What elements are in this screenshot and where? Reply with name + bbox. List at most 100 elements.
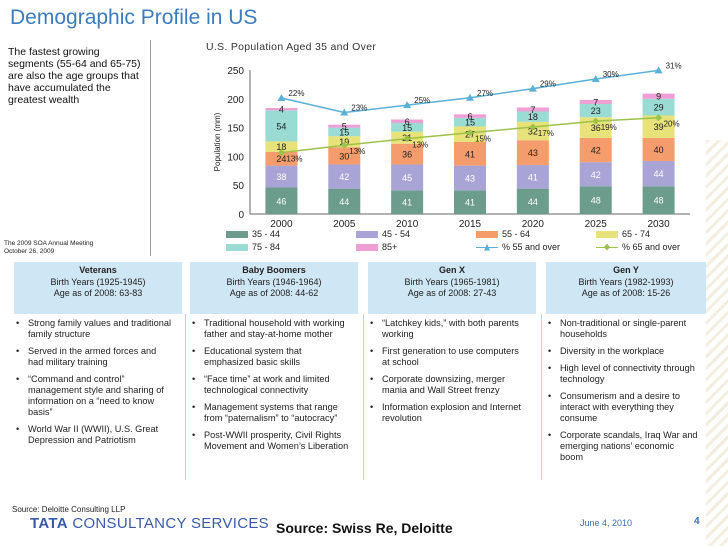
bar-value-label: 42	[591, 170, 601, 180]
generation-name: Gen Y	[613, 265, 639, 275]
generation-header: Baby Boomers Birth Years (1946-1964) Age a…	[190, 262, 358, 314]
bar-value-label: 4	[279, 105, 284, 115]
bar-segment	[579, 162, 612, 187]
decorative-pattern	[706, 140, 728, 546]
line-percent-label: 31%	[666, 61, 682, 70]
generation-name: Veterans	[79, 265, 117, 275]
y-tick-label: 0	[238, 210, 244, 221]
legend-item: 85+	[356, 241, 397, 254]
bar-value-label: 30	[339, 151, 349, 161]
bar-value-label: 41	[465, 198, 475, 208]
bar-segment	[579, 137, 612, 163]
side-note: The fastest growing segments (55-64 and …	[8, 46, 141, 106]
bar-value-label: 9	[656, 92, 661, 102]
trait-item: Post-WWII prosperity, Civil Rights Movem…	[190, 430, 350, 452]
trait-item: Traditional household with working fathe…	[190, 318, 350, 340]
line-marker-triangle	[466, 93, 474, 101]
trait-item: “Face time” at work and limited technolo…	[190, 374, 350, 396]
bar-value-label: 6	[467, 112, 472, 122]
legend-label: 65 - 74	[622, 229, 651, 239]
line-percent-label: 27%	[477, 89, 493, 98]
legend-swatch	[476, 231, 498, 239]
bar-segment	[328, 127, 361, 137]
line-marker-diamond	[466, 129, 474, 137]
company-logo: TATA CONSULTANCY SERVICES	[30, 515, 269, 532]
bar-value-label: 54	[276, 121, 286, 131]
line-percent-label: 29%	[540, 80, 556, 89]
line-marker-diamond	[592, 117, 600, 125]
generation-age: Age as of 2008: 27-43	[407, 288, 497, 298]
generation-birth-years: Birth Years (1982-1993)	[578, 276, 674, 287]
trait-item: World War II (WWII), U.S. Great Depressi…	[14, 424, 174, 446]
bar-value-label: 46	[276, 196, 286, 206]
bar-value-label: 18	[528, 112, 538, 122]
line-percent-label: 25%	[414, 96, 430, 105]
y-tick-label: 200	[227, 95, 244, 106]
legend-label: 85+	[382, 242, 398, 252]
line-marker-triangle	[591, 74, 600, 82]
legend-swatch	[596, 231, 618, 239]
bar-value-label: 6	[405, 117, 410, 127]
trait-item: Non-traditional or single-parent househo…	[546, 318, 698, 340]
legend-label: 55 - 64	[502, 229, 531, 239]
line-percent-label: 13%	[412, 141, 428, 150]
bar-segment	[328, 124, 361, 128]
line-percent-label: 13%	[286, 155, 302, 164]
slide-date: June 4, 2010	[580, 518, 633, 528]
legend-swatch	[356, 244, 378, 252]
line-marker-diamond	[277, 149, 285, 157]
legend-label: 75 - 84	[252, 242, 281, 252]
generation-traits: “Latchkey kids,” with both parents worki…	[368, 318, 528, 430]
bar-segment	[642, 93, 675, 99]
bar-value-label: 15	[402, 123, 412, 133]
line-percent-label: 22%	[288, 89, 304, 98]
bar-value-label: 41	[528, 172, 538, 182]
bar-segment	[265, 187, 298, 214]
bar-segment	[516, 188, 549, 214]
legend-swatch	[226, 231, 248, 239]
bar-value-label: 15	[465, 118, 475, 128]
bar-segment	[391, 143, 424, 165]
trait-item: Information explosion and Internet revol…	[368, 402, 528, 424]
generation-birth-years: Birth Years (1925-1945)	[50, 276, 146, 287]
bar-segment	[454, 165, 486, 191]
bar-value-label: 36	[402, 150, 412, 160]
trait-item: Diversity in the workplace	[546, 346, 698, 357]
trait-item: Corporate downsizing, merger mania and W…	[368, 374, 528, 396]
legend-item: 65 - 74	[596, 228, 650, 241]
bar-segment	[454, 190, 486, 214]
generation-name: Gen X	[438, 265, 465, 275]
bar-value-label: 5	[342, 122, 347, 132]
trait-item: Corporate scandals, Iraq War and emergin…	[546, 430, 698, 463]
bar-value-label: 40	[654, 145, 664, 155]
bar-segment	[265, 110, 298, 142]
x-tick-label: 2010	[396, 219, 419, 230]
line-marker-triangle	[403, 101, 412, 109]
bar-value-label: 29	[654, 103, 664, 113]
trait-item: First generation to use computers at sch…	[368, 346, 528, 368]
x-tick-label: 2020	[522, 219, 545, 230]
x-tick-label: 2015	[459, 219, 482, 230]
generation-header: Veterans Birth Years (1925-1945) Age as of…	[14, 262, 182, 314]
bar-segment	[516, 107, 549, 112]
legend-item: 35 - 44	[226, 228, 280, 241]
line-marker-diamond	[340, 141, 348, 149]
meeting-name: The 2009 SOA Annual Meeting	[4, 240, 94, 247]
legend-label: 35 - 44	[252, 229, 281, 239]
bar-value-label: 41	[402, 198, 412, 208]
bar-segment	[391, 119, 424, 123]
bar-segment	[579, 103, 612, 118]
legend-item: % 55 and over	[476, 241, 560, 254]
bar-value-label: 41	[465, 149, 475, 159]
bar-segment	[265, 108, 298, 111]
bar-segment	[454, 114, 486, 118]
generation-header: Gen Y Birth Years (1982-1993) Age as of 20…	[546, 262, 706, 314]
generation-age: Age as of 2008: 44-62	[229, 288, 319, 298]
divider-line	[150, 40, 151, 256]
legend-item: % 65 and over	[596, 241, 680, 254]
bar-value-label: 7	[593, 97, 598, 107]
y-axis-label: Population (mm)	[213, 112, 222, 171]
line-marker-diamond	[403, 135, 411, 143]
bar-segment	[328, 188, 361, 214]
legend-line-marker	[596, 243, 618, 252]
